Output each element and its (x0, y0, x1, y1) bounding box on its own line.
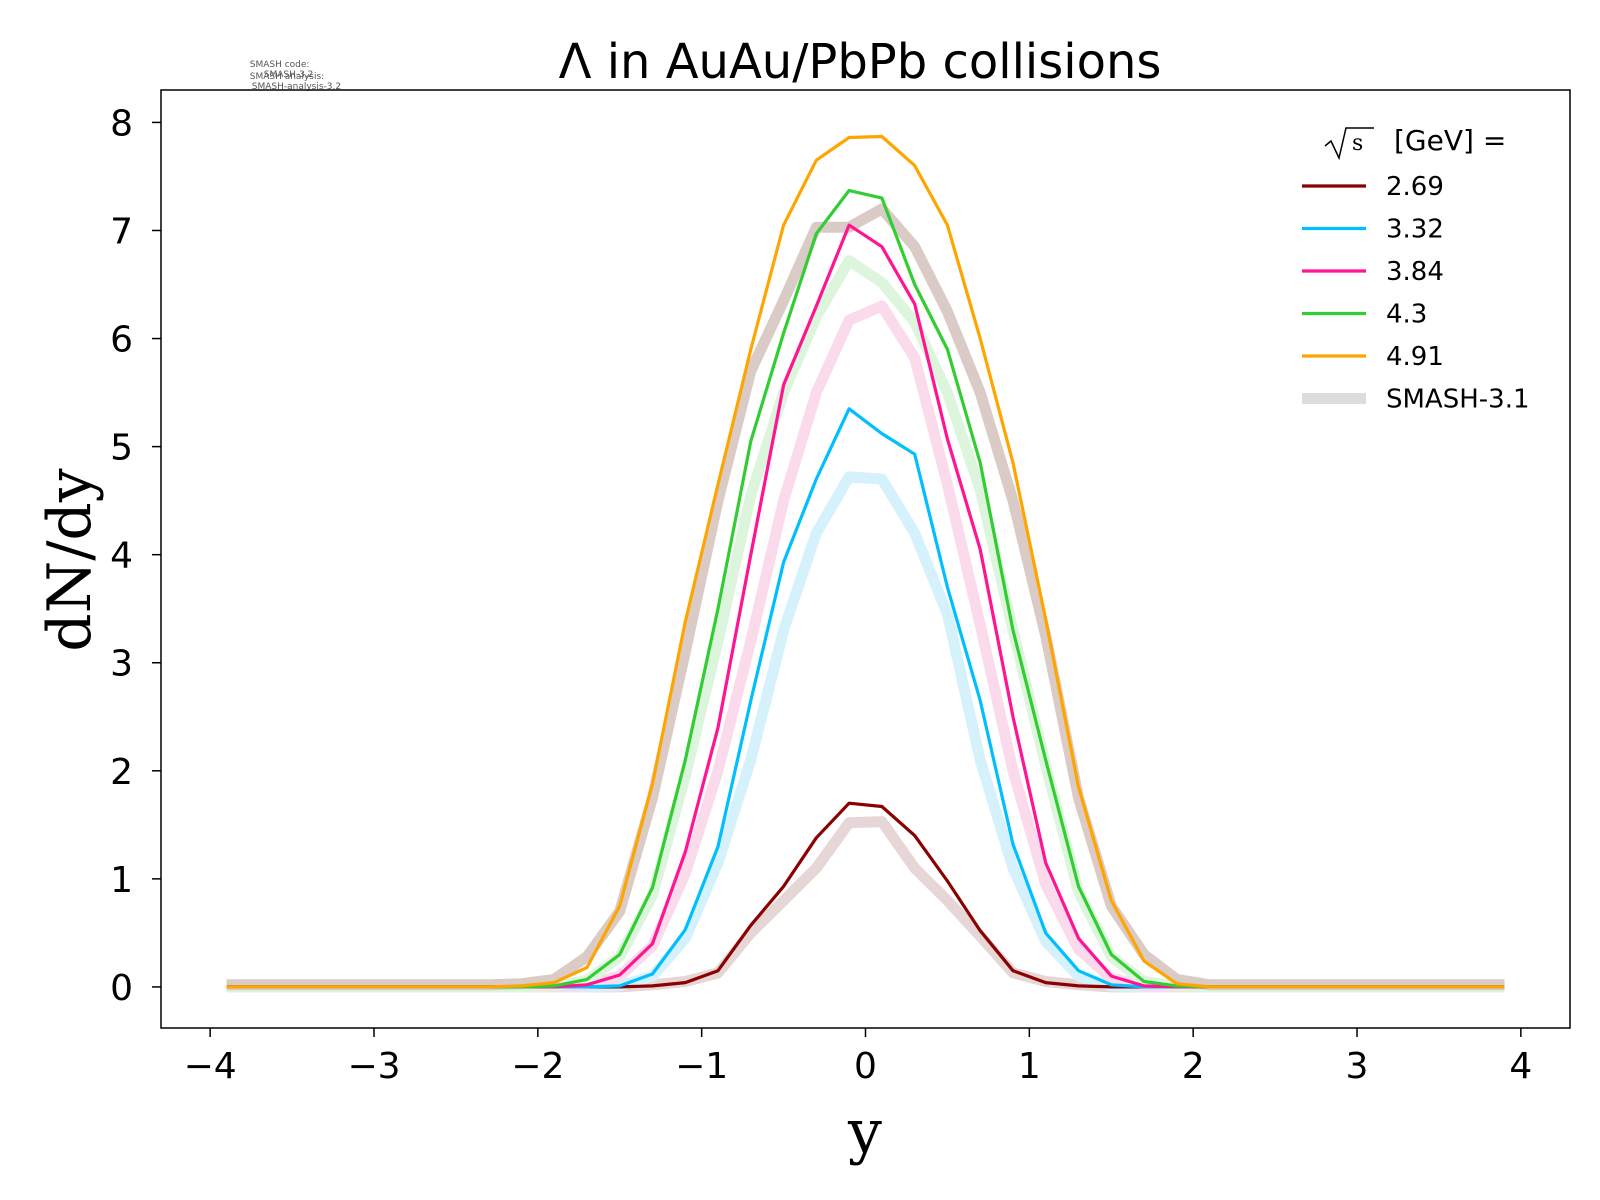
plot-frame (160, 89, 1571, 1029)
x-tick-label: −3 (347, 1046, 400, 1087)
y-tick-label: 2 (110, 752, 133, 793)
smash-code-label: SMASH code: (249, 60, 310, 70)
sqrt-symbol (1324, 127, 1374, 161)
legend-label-2.69: 2.69 (1386, 172, 1444, 202)
x-tick-label: 0 (854, 1046, 877, 1087)
y-tick-label: 1 (110, 860, 133, 901)
x-tick-label: −4 (184, 1046, 237, 1087)
reference-line-3.84 (226, 300, 1505, 993)
series-layer (226, 134, 1505, 993)
x-tick-label: 2 (1182, 1046, 1205, 1087)
x-tick-label: −1 (675, 1046, 728, 1087)
y-tick-label: 8 (110, 103, 133, 144)
legend-label-4.3: 4.3 (1386, 300, 1427, 330)
x-axis: −4 −3 −2 −1 0 1 2 3 4 (184, 1028, 1532, 1087)
legend: √s s [GeV] = 2.69 3.32 3.84 4.3 4.91 SMASH-3.… (1302, 124, 1530, 415)
smash-code-value: SMASH-3.2 (263, 70, 314, 80)
reference-line-4.91 (226, 203, 1505, 991)
series-line-3.32 (226, 407, 1505, 989)
legend-items: 2.69 3.32 3.84 4.3 4.91 SMASH-3.1 (1302, 172, 1530, 415)
series-line-4.91 (226, 134, 1505, 989)
x-tick-label: 1 (1018, 1046, 1041, 1087)
y-tick-label: 7 (110, 211, 133, 252)
series-line-2.69 (226, 801, 1505, 989)
y-axis-label: dN/dy (35, 468, 105, 652)
series-line-3.84 (226, 223, 1505, 989)
legend-label-reference: SMASH-3.1 (1386, 385, 1530, 415)
smash-analysis-value: SMASH-analysis-3.2 (251, 82, 342, 92)
y-tick-label: 6 (110, 320, 133, 361)
y-tick-label: 5 (110, 428, 133, 469)
smash-meta-line-1: SMASH code: SMASH-3.2 (244, 50, 314, 80)
reference-line-4.3 (226, 255, 1505, 993)
legend-label-4.91: 4.91 (1386, 342, 1444, 372)
legend-label-3.32: 3.32 (1386, 215, 1444, 245)
x-tick-label: −2 (511, 1046, 564, 1087)
reference-line-3.32 (226, 471, 1505, 993)
reference-line-2.69 (226, 816, 1505, 993)
legend-title-s: s (1352, 131, 1363, 156)
chart-title: Λ in AuAu/PbPb collisions (559, 34, 1162, 90)
x-tick-label: 3 (1346, 1046, 1369, 1087)
x-axis-label: y (847, 1097, 882, 1167)
legend-title: √s s [GeV] = (1324, 124, 1506, 161)
smash-meta-line-2: SMASH analysis: SMASH-analysis-3.2 (244, 62, 341, 92)
y-tick-label: 4 (110, 536, 133, 577)
smash-analysis-label: SMASH analysis: (249, 72, 325, 82)
y-tick-label: 3 (110, 644, 133, 685)
x-tick-label: 4 (1509, 1046, 1532, 1087)
y-tick-label: 0 (110, 968, 133, 1009)
legend-label-3.84: 3.84 (1386, 257, 1444, 287)
legend-title-suffix: [GeV] = (1394, 124, 1506, 157)
y-axis: 0 1 2 3 4 5 6 7 8 (110, 103, 161, 1009)
